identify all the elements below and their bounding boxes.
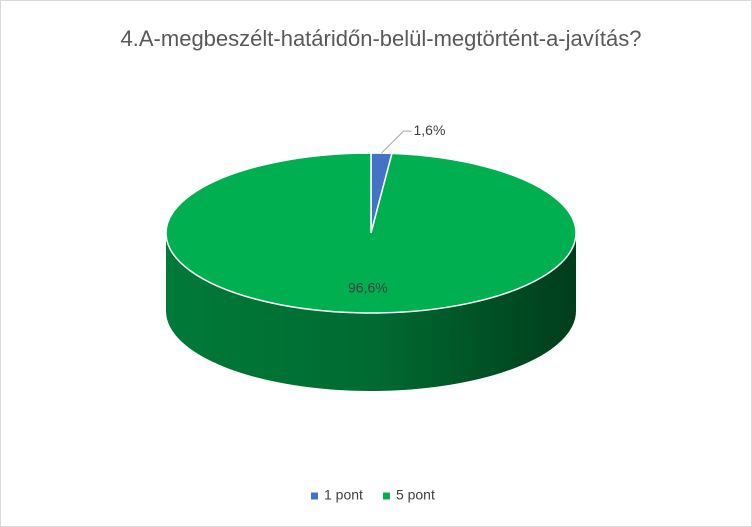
legend-marker bbox=[311, 492, 318, 500]
leader-line bbox=[381, 130, 412, 154]
pie-slice bbox=[165, 152, 577, 314]
legend-label: 1 pont bbox=[324, 487, 363, 503]
data-label: 96,6% bbox=[348, 280, 388, 296]
chart-title: 4.A-megbeszélt-határidőn-belül-megtörtén… bbox=[120, 26, 642, 51]
pie-side bbox=[166, 233, 576, 391]
legend-marker bbox=[382, 492, 390, 500]
legend-label: 5 pont bbox=[396, 487, 435, 503]
data-label: 1,6% bbox=[413, 122, 445, 138]
